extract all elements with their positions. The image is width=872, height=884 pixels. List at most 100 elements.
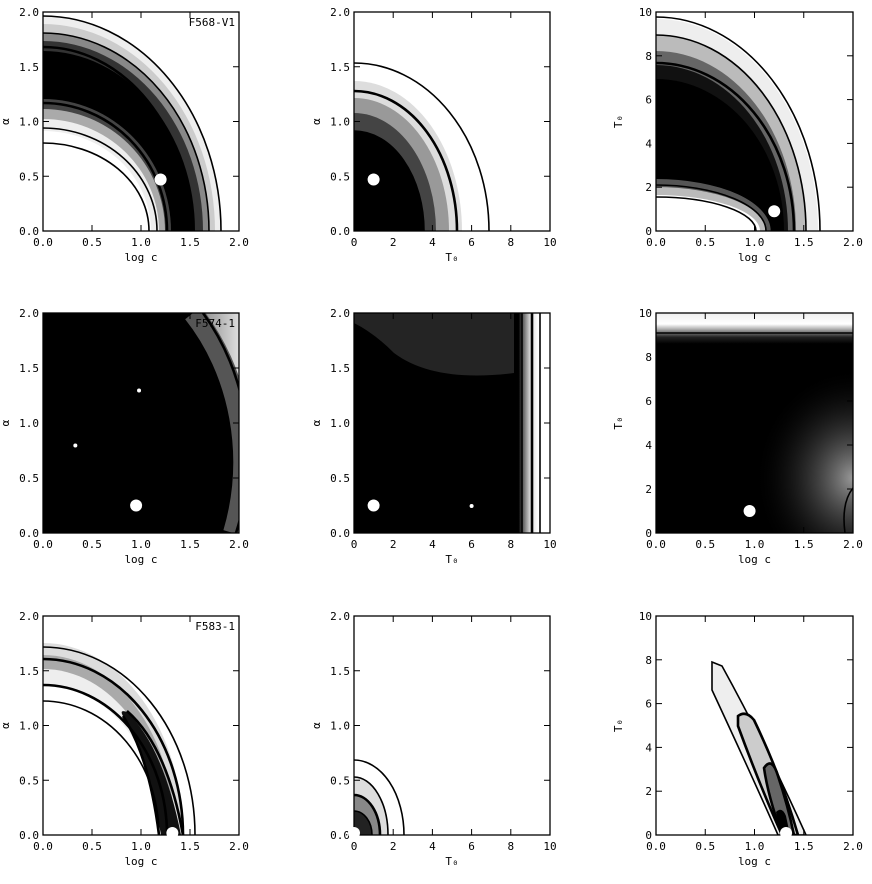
y-tick-label: 2.0	[19, 6, 39, 19]
marker-point	[73, 443, 78, 448]
y-tick-label: 2.0	[19, 610, 39, 623]
y-tick-label: 0.5	[19, 472, 39, 485]
x-tick-label: 0.5	[82, 236, 102, 249]
best-fit-point	[367, 173, 380, 186]
best-fit-point	[768, 205, 781, 218]
x-tick-label: 1.5	[794, 840, 814, 853]
y-axis-label: α	[0, 419, 12, 426]
x-tick-label: 1.0	[131, 236, 151, 249]
y-axis-label: T₀	[612, 416, 625, 429]
x-tick-label: 8	[507, 538, 514, 551]
panel-2: 0 2 4 6 8 10 0.0 0.5 1.0 1.5 2.0 T₀ α	[310, 6, 557, 264]
x-tick-label: 2	[390, 236, 397, 249]
best-fit-point	[348, 827, 360, 839]
y-tick-label: 1.0	[19, 417, 39, 430]
x-tick-label: 1.0	[745, 840, 765, 853]
y-tick-label: 6	[645, 698, 652, 711]
x-tick-label: 10	[543, 538, 556, 551]
best-fit-point	[780, 827, 793, 839]
marker-label: b	[72, 430, 79, 443]
panel-1: 0.0 0.5 1.0 1.5 2.0 0.0 0.5 1.0 1.5 2.0 log c α F568…	[0, 6, 249, 264]
y-tick-label: 8	[645, 351, 652, 364]
x-tick-label: 2.0	[843, 840, 863, 853]
y-tick-label: 2.0	[330, 307, 350, 320]
x-tick-label: 2.0	[229, 538, 249, 551]
y-tick-label: 1.0	[19, 720, 39, 733]
x-axis-label: log c	[124, 855, 157, 868]
panel-7: 0.0 0.5 1.0 1.5 2.0 0.0 0.5 1.0 1.5 2.0 log c α F583…	[0, 610, 249, 868]
panel-6: 0.0 0.5 1.0 1.5 2.0 0 2 4 6 8 10 log c T₀	[612, 307, 863, 566]
x-tick-label: 0.0	[646, 840, 666, 853]
y-tick-label: 8	[645, 50, 652, 63]
x-tick-label: 6	[468, 840, 475, 853]
y-tick-label: 0	[645, 829, 652, 842]
x-tick-label: 2.0	[229, 840, 249, 853]
x-tick-label: 1.5	[180, 840, 200, 853]
y-axis-label: α	[310, 722, 323, 729]
x-tick-label: 0.0	[33, 236, 53, 249]
y-axis-label: α	[0, 722, 12, 729]
x-tick-label: 0.5	[695, 538, 715, 551]
best-fit-point	[743, 505, 756, 517]
y-tick-label: 0.0	[330, 225, 350, 238]
x-tick-label: 8	[507, 840, 514, 853]
y-tick-label: 0.5	[19, 774, 39, 787]
panel-5: 0 2 4 6 8 10 0.0 0.5 1.0 1.5 2.0 T₀ α b	[310, 307, 557, 566]
y-axis-label: α	[310, 118, 323, 125]
y-tick-label: 1.0	[19, 116, 39, 129]
y-tick-label: 0.0	[19, 527, 39, 540]
x-tick-label: 10	[543, 236, 556, 249]
x-tick-label: 1.0	[131, 840, 151, 853]
x-tick-label: 2.0	[843, 538, 863, 551]
y-tick-label: 2.0	[330, 6, 350, 19]
y-axis-label: α	[0, 118, 12, 125]
x-tick-label: 1.5	[794, 538, 814, 551]
x-tick-label: 1.5	[180, 538, 200, 551]
y-tick-label: 0.0	[330, 527, 350, 540]
x-tick-label: 1.5	[180, 236, 200, 249]
y-axis-label: T₀	[612, 115, 625, 128]
marker-label: a	[136, 375, 143, 388]
x-axis-label: log c	[738, 251, 771, 264]
x-axis-label: log c	[738, 553, 771, 566]
y-tick-label: 8	[645, 654, 652, 667]
y-tick-label: 0.5	[330, 170, 350, 183]
x-axis-label: T₀	[445, 251, 458, 264]
panel-9: 0.0 0.5 1.0 1.5 2.0 0 2 4 6 8 10 log c T₀	[612, 610, 863, 868]
x-tick-label: 4	[429, 840, 436, 853]
x-tick-label: 0.0	[646, 538, 666, 551]
x-tick-label: 2.0	[229, 236, 249, 249]
y-tick-label: 1.0	[330, 116, 350, 129]
y-tick-label: 1.5	[19, 61, 39, 74]
x-tick-label: 1.0	[131, 538, 151, 551]
marker-point	[469, 504, 474, 508]
x-tick-label: 4	[429, 538, 436, 551]
x-tick-label: 0.5	[82, 840, 102, 853]
x-tick-label: 0.5	[695, 236, 715, 249]
x-tick-label: 1.5	[794, 236, 814, 249]
y-tick-label: 0.5	[19, 170, 39, 183]
x-tick-label: 1.0	[745, 236, 765, 249]
x-tick-label: 0	[351, 538, 358, 551]
x-tick-label: 0.0	[33, 538, 53, 551]
panel-8: 0 2 4 6 8 10 0.0 0.5 1.0 1.5 2.0 T₀ α	[310, 610, 557, 868]
y-tick-label: 6	[645, 94, 652, 107]
x-tick-label: 0	[351, 236, 358, 249]
y-axis-label: T₀	[612, 719, 625, 732]
y-tick-label: 1.0	[330, 417, 350, 430]
marker-label: b	[468, 490, 475, 503]
y-tick-label: 4	[645, 439, 652, 452]
x-axis-label: T₀	[445, 855, 458, 868]
x-tick-label: 8	[507, 236, 514, 249]
galaxy-label: F568-V1	[189, 16, 235, 29]
x-tick-label: 6	[468, 236, 475, 249]
y-tick-label: 6	[645, 395, 652, 408]
x-tick-label: 0.5	[82, 538, 102, 551]
x-tick-label: 0.0	[646, 236, 666, 249]
x-axis-label: log c	[124, 251, 157, 264]
y-tick-label: 4	[645, 137, 652, 150]
y-tick-label: 10	[639, 6, 652, 19]
y-tick-label: 0.5	[330, 774, 350, 787]
x-tick-label: 0	[351, 840, 358, 853]
